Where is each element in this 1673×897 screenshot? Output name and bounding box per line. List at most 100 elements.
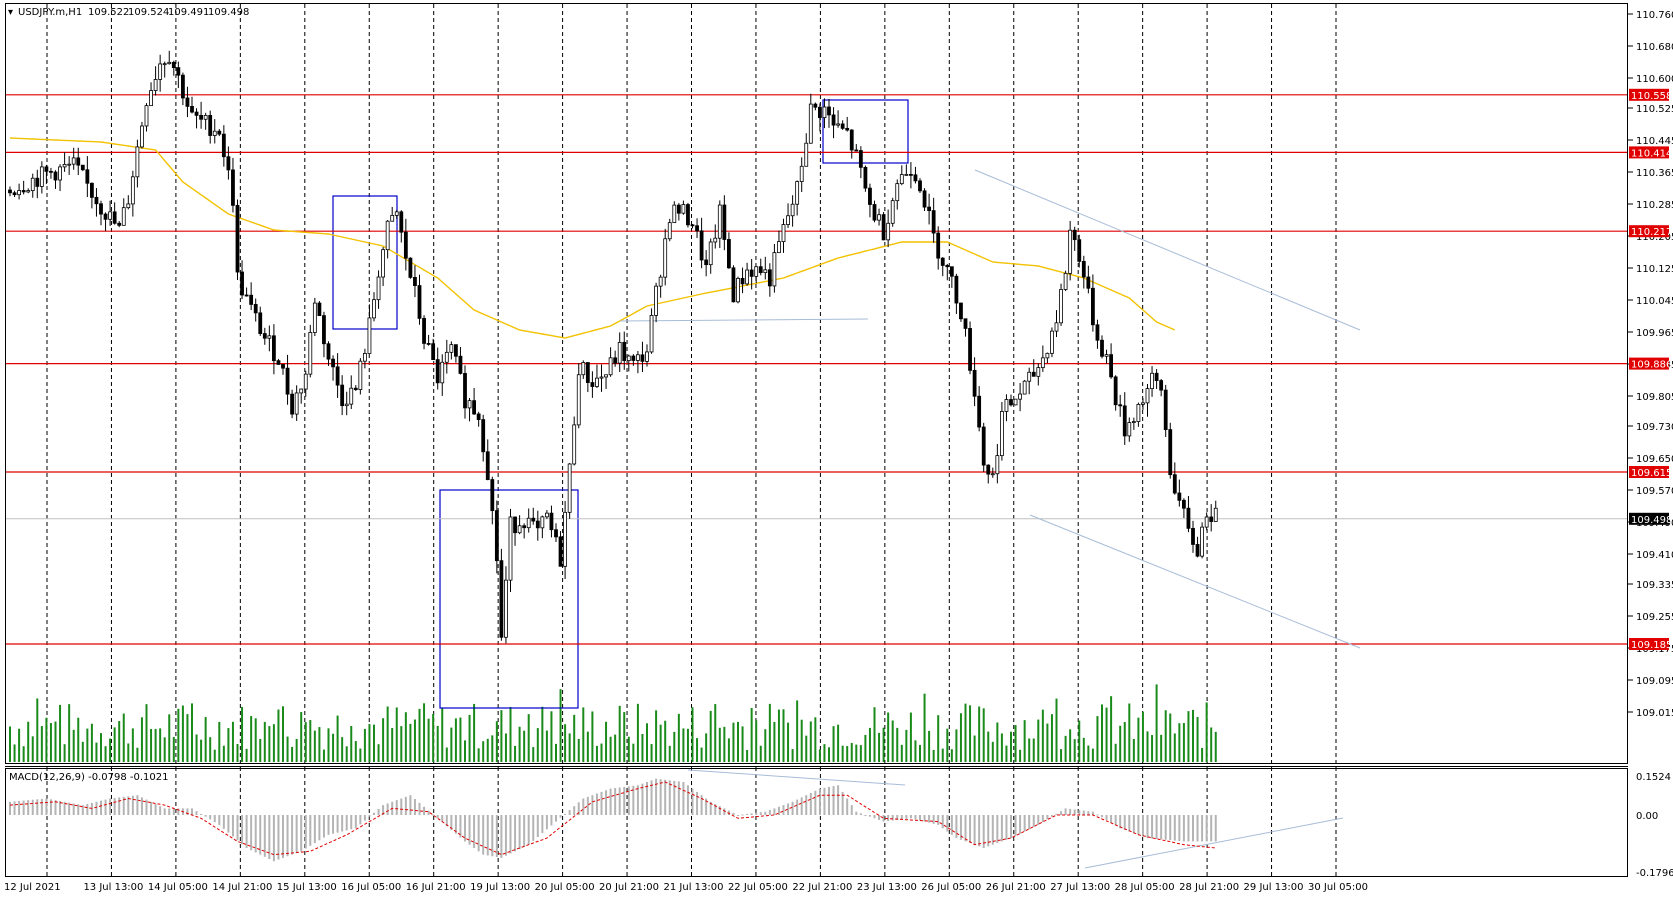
volume-bar xyxy=(336,715,339,762)
volume-bar xyxy=(1014,725,1017,762)
volume-bar xyxy=(459,717,462,762)
volume-bar xyxy=(1128,703,1131,762)
macd-histogram-bar xyxy=(805,795,808,815)
volume-bar xyxy=(286,736,289,762)
macd-histogram-bar xyxy=(1155,815,1158,839)
candle-body xyxy=(640,354,645,362)
candle-body xyxy=(353,387,358,390)
volume-bar xyxy=(541,706,544,762)
range-box[interactable] xyxy=(332,195,398,330)
volume-bar xyxy=(191,703,193,762)
volume-bar xyxy=(568,733,571,762)
volume-bar xyxy=(200,739,203,762)
volume-bar xyxy=(1182,723,1185,762)
candle-body xyxy=(517,525,522,534)
candle-body xyxy=(1145,388,1150,404)
macd-histogram-bar xyxy=(209,815,212,820)
macd-histogram-bar xyxy=(1019,815,1022,834)
candle-body xyxy=(1172,474,1177,494)
macd-histogram-bar xyxy=(964,815,967,842)
candle-body xyxy=(158,63,163,80)
candle-body xyxy=(1200,526,1204,557)
candle-body xyxy=(26,190,31,193)
volume-bar xyxy=(1064,735,1067,762)
volume-bar xyxy=(873,707,876,762)
volume-bar xyxy=(818,749,821,762)
candle-body xyxy=(372,299,376,319)
trendline[interactable] xyxy=(1084,817,1344,869)
time-tick-label: 29 Jul 13:00 xyxy=(1244,882,1304,893)
candle-body xyxy=(508,516,513,581)
candle-body xyxy=(76,157,81,166)
macd-histogram-bar xyxy=(282,815,284,858)
candle-body xyxy=(49,170,53,173)
volume-bar xyxy=(1164,710,1167,762)
candle-body xyxy=(485,451,490,480)
volume-bar xyxy=(996,722,999,762)
price-tick-label: 109.095 xyxy=(1636,676,1673,687)
macd-histogram-bar xyxy=(150,801,153,815)
volume-bar xyxy=(632,743,635,762)
trendline[interactable] xyxy=(619,318,869,322)
macd-tick-label: 0.1524 xyxy=(1636,772,1671,783)
macd-histogram-bar xyxy=(1073,809,1076,815)
volume-bar xyxy=(473,703,476,762)
macd-histogram-bar xyxy=(345,815,348,831)
macd-histogram-bar xyxy=(231,815,234,837)
candle-body xyxy=(1095,324,1100,341)
candle-body xyxy=(949,266,954,277)
macd-histogram-bar xyxy=(241,815,244,845)
volume-bar xyxy=(896,727,899,762)
macd-histogram-bar xyxy=(591,795,594,815)
macd-histogram-bar xyxy=(77,804,80,815)
volume-bar xyxy=(1005,745,1008,762)
candle-body xyxy=(1136,403,1141,422)
candle-body xyxy=(986,464,991,475)
macd-histogram-bar xyxy=(905,815,908,819)
trendline[interactable] xyxy=(687,769,906,786)
volume-bar xyxy=(573,714,576,762)
time-tick-label: 19 Jul 13:00 xyxy=(470,882,530,893)
macd-histogram-bar xyxy=(782,805,785,815)
candle-body xyxy=(722,204,727,240)
candles xyxy=(8,50,1218,644)
macd-histogram-bar xyxy=(1160,815,1163,840)
candle-body xyxy=(931,210,936,234)
volume-bar xyxy=(709,710,712,762)
macd-histogram-bar xyxy=(222,815,225,829)
macd-histogram-bar xyxy=(373,812,375,815)
candle-body xyxy=(67,163,72,166)
candle-body xyxy=(522,525,527,529)
macd-histogram-bar xyxy=(491,815,494,857)
macd-histogram-bar xyxy=(95,801,98,815)
volume-bar xyxy=(95,742,98,762)
macd-histogram-bar xyxy=(63,801,66,815)
candle-body xyxy=(608,357,613,376)
candle-body xyxy=(558,536,563,567)
range-box[interactable] xyxy=(822,99,909,164)
volume-bar xyxy=(550,711,553,762)
macd-histogram-bar xyxy=(1010,815,1012,839)
candle-body xyxy=(253,304,258,314)
volume-bar xyxy=(1137,717,1140,762)
macd-histogram-bar xyxy=(932,815,935,824)
macd-histogram-bar xyxy=(445,815,448,826)
macd-histogram-bar xyxy=(118,797,121,815)
candle-body xyxy=(781,224,786,243)
candle-body xyxy=(1100,339,1104,357)
volume-bar xyxy=(527,714,530,762)
volume-bar xyxy=(332,733,335,762)
macd-histogram-bar xyxy=(322,815,325,838)
candle-body xyxy=(613,357,618,364)
range-box[interactable] xyxy=(439,489,579,709)
trendline[interactable] xyxy=(974,169,1361,331)
candle-body xyxy=(58,166,62,181)
candle-body xyxy=(899,174,904,185)
trendline[interactable] xyxy=(1029,514,1361,649)
volume-bar xyxy=(828,747,830,762)
candle-body xyxy=(39,166,44,187)
header-arrow-icon[interactable]: ▾ xyxy=(8,7,13,18)
volume-bar xyxy=(386,706,389,762)
